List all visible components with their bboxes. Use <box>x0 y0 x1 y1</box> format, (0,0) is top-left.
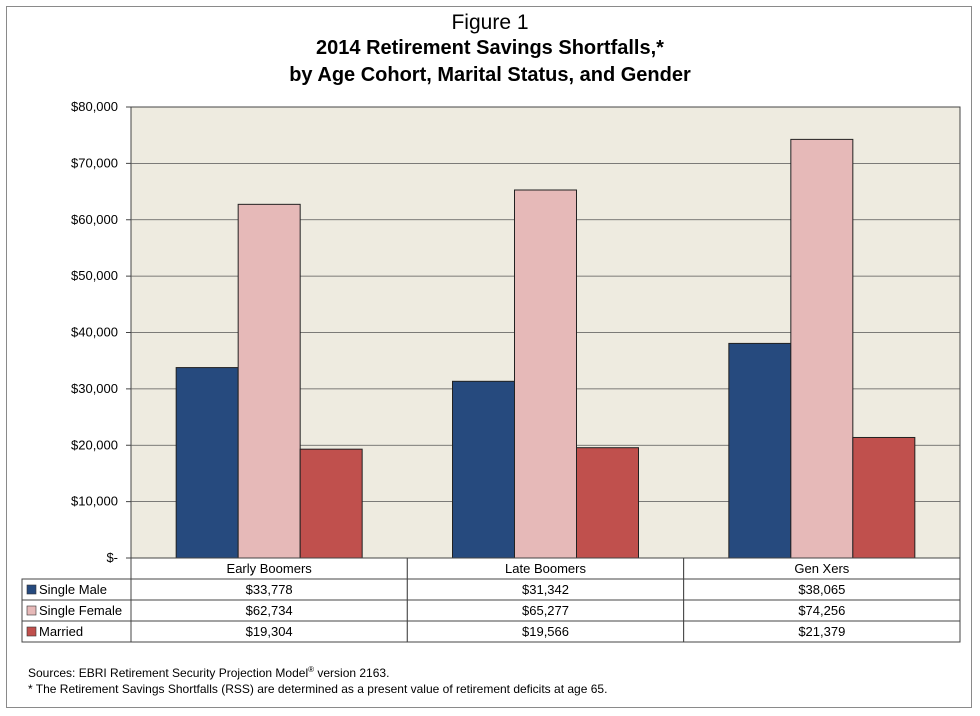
bar-single-female <box>790 138 854 559</box>
y-tick-label: $70,000 <box>71 155 118 170</box>
category-label: Gen Xers <box>794 561 849 576</box>
legend-swatch <box>26 605 37 616</box>
y-tick-label: $80,000 <box>71 99 118 114</box>
data-label: $21,379 <box>798 624 845 639</box>
figure-label: Figure 1 <box>451 11 529 34</box>
data-label: $38,065 <box>798 582 845 597</box>
footnote: * The Retirement Savings Shortfalls (RSS… <box>28 682 608 696</box>
table-cell <box>683 620 961 643</box>
y-tick-label: $20,000 <box>71 437 118 452</box>
chart-subtitle: by Age Cohort, Marital Status, and Gende… <box>289 64 691 86</box>
data-label: $31,342 <box>522 582 569 597</box>
data-label: $74,256 <box>798 603 845 618</box>
y-tick-label: $10,000 <box>71 494 118 509</box>
bar-single-male <box>452 380 515 559</box>
chart-title: 2014 Retirement Savings Shortfalls,* <box>316 37 664 59</box>
category-label: Late Boomers <box>505 561 586 576</box>
data-label: $65,277 <box>522 603 569 618</box>
y-tick-label: $50,000 <box>71 268 118 283</box>
source-note: Sources: EBRI Retirement Security Projec… <box>28 665 390 680</box>
bar-single-male <box>728 342 792 559</box>
bar-married <box>852 436 916 559</box>
legend-label: Married <box>39 624 83 639</box>
data-label: $62,734 <box>246 603 293 618</box>
data-label: $33,778 <box>246 582 293 597</box>
data-label: $19,304 <box>246 624 293 639</box>
bar-married <box>576 447 639 559</box>
data-label: $19,566 <box>522 624 569 639</box>
y-tick-label: $- <box>106 550 118 565</box>
y-tick-label: $30,000 <box>71 381 118 396</box>
bar-single-male <box>175 367 239 559</box>
bar-single-female <box>514 189 577 559</box>
legend-label: Single Female <box>39 603 122 618</box>
y-tick-label: $60,000 <box>71 212 118 227</box>
bar-single-female <box>237 203 301 559</box>
bar-married <box>299 448 363 559</box>
legend-swatch <box>26 584 37 595</box>
legend-swatch <box>26 626 37 637</box>
y-tick-label: $40,000 <box>71 325 118 340</box>
category-label: Early Boomers <box>227 561 313 576</box>
legend-label: Single Male <box>39 582 107 597</box>
